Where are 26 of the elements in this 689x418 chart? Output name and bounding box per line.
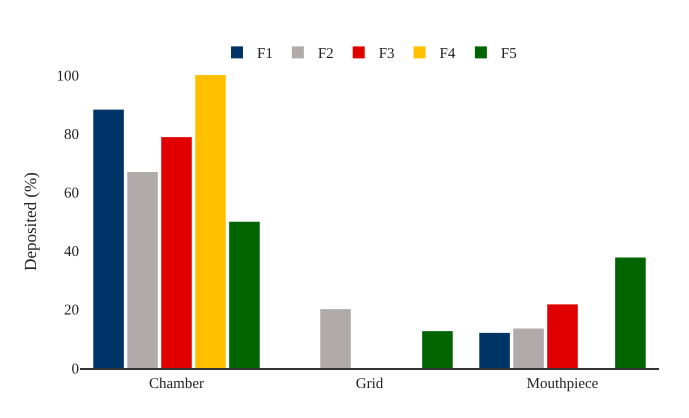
y-tick-label: 0 <box>72 361 79 378</box>
y-tick-label: 80 <box>64 126 79 143</box>
legend-label: F2 <box>318 46 334 62</box>
bar <box>229 222 260 368</box>
bar <box>615 258 646 368</box>
y-tick-label: 20 <box>64 302 79 319</box>
legend-label: F1 <box>257 46 273 62</box>
x-tick-label: Grid <box>356 376 384 392</box>
legend-label: F5 <box>500 46 517 62</box>
bar <box>422 331 453 368</box>
bar <box>320 309 351 368</box>
bar <box>161 137 192 368</box>
y-axis-title: Deposited (%) <box>21 172 40 271</box>
x-tick-label: Chamber <box>149 376 204 392</box>
bar <box>513 328 544 368</box>
bar <box>93 110 124 368</box>
bar <box>479 332 510 368</box>
y-tick-label: 40 <box>64 244 79 260</box>
y-tick-label: 100 <box>56 68 79 84</box>
legend-label: F3 <box>378 46 395 62</box>
bar <box>195 75 226 368</box>
bar <box>127 172 158 368</box>
bar <box>547 304 578 368</box>
legend-label: F4 <box>440 46 456 62</box>
y-tick-label: 60 <box>64 185 79 202</box>
x-tick-label: Mouthpiece <box>526 376 599 392</box>
